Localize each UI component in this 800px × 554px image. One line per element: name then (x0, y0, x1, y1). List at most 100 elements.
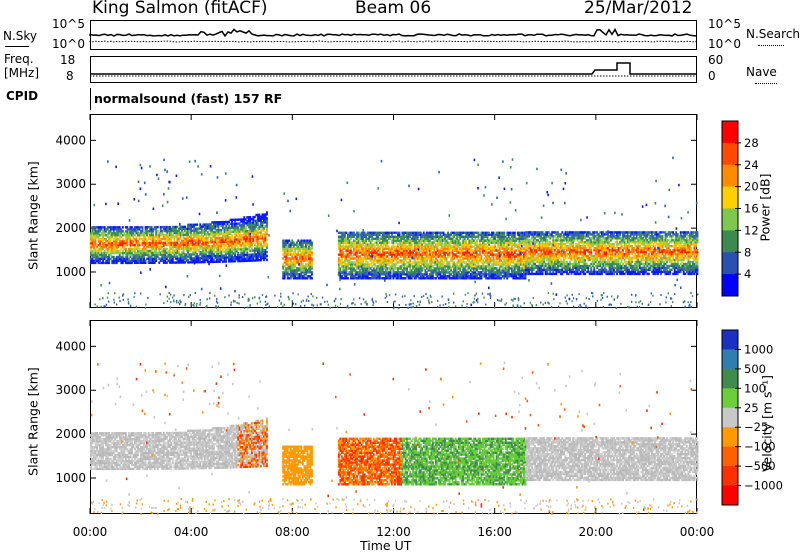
power-colorbar-tick-label: 28 (744, 136, 759, 150)
echo-cell (131, 249, 133, 253)
echo-cell (256, 247, 259, 250)
echo-cell (121, 234, 124, 237)
echo-cell (124, 238, 127, 241)
echo-cell (129, 241, 132, 245)
echo-cell (91, 236, 94, 239)
echo-cell (111, 247, 114, 251)
echo-cell (291, 273, 294, 276)
echo-cell (337, 271, 340, 274)
echo-cell (235, 232, 238, 235)
echo-cell (234, 244, 237, 247)
echo-cell (194, 247, 197, 250)
echo-cell (182, 231, 185, 234)
echo-cell (158, 253, 161, 256)
echo-cell (234, 232, 237, 235)
echo-cell (292, 267, 295, 270)
echo-cell (260, 215, 262, 218)
echo-cell (197, 227, 200, 230)
echo-cell (103, 238, 106, 241)
echo-cell (97, 261, 100, 265)
echo-cell (97, 240, 100, 243)
echo-cell (211, 241, 214, 244)
echo-cell (129, 226, 132, 229)
echo-cell (220, 221, 223, 224)
echo-cell (297, 239, 300, 242)
echo-cell (283, 275, 286, 278)
power-ytick-label: 4000 (55, 133, 86, 147)
echo-cell (203, 243, 206, 246)
echo-cell (137, 253, 139, 257)
echo-cell (152, 261, 155, 264)
echo-cell (105, 261, 108, 265)
echo-cell (105, 253, 108, 257)
echo-cell (208, 227, 211, 230)
echo-cell (255, 221, 258, 225)
echo-cell (93, 228, 95, 231)
echo-cell (159, 237, 162, 241)
echo-cell (120, 247, 123, 251)
echo-cell (135, 230, 138, 233)
echo-cell (297, 261, 300, 264)
echo-cell (181, 241, 183, 244)
echo-cell (211, 231, 214, 234)
echo-cell (301, 269, 304, 272)
echo-cell (282, 241, 285, 244)
echo-cell (164, 233, 167, 237)
noise-right-tick-bottom: 10^0 (708, 37, 741, 51)
echo-cell (185, 253, 188, 256)
echo-cell (309, 267, 312, 270)
echo-cell (117, 245, 120, 249)
echo-cell (155, 239, 158, 243)
echo-cell (234, 238, 237, 241)
echo-cell (158, 237, 161, 241)
echo-cell (232, 230, 235, 233)
echo-cell (235, 218, 238, 221)
echo-cell (126, 259, 129, 263)
echo-cell (249, 235, 252, 239)
echo-cell (256, 255, 259, 258)
echo-cell (100, 226, 103, 229)
echo-cell (216, 236, 218, 240)
echo-cell (135, 261, 138, 264)
echo-cell (229, 258, 232, 261)
echo-cell (146, 241, 148, 245)
echo-cell (175, 225, 177, 229)
echo-cell (181, 243, 183, 246)
echo-cell (300, 261, 303, 264)
echo-cell (222, 260, 224, 263)
echo-cell (134, 243, 136, 247)
echo-cell (111, 249, 114, 253)
echo-cell (176, 249, 179, 252)
echo-cell (311, 253, 313, 256)
echo-cell (159, 229, 162, 233)
echo-cell (137, 232, 139, 235)
echo-cell (291, 267, 294, 270)
echo-cell (196, 249, 199, 252)
echo-cell (294, 275, 297, 278)
nave-right-tick-bottom: 0 (708, 69, 716, 83)
echo-cell (216, 260, 218, 263)
echo-cell (244, 241, 247, 245)
echo-cell (228, 236, 230, 239)
echo-cell (178, 243, 180, 246)
echo-cell (283, 241, 286, 244)
echo-cell (188, 239, 191, 242)
echo-cell (289, 261, 292, 264)
echo-cell (99, 245, 101, 249)
echo-cell (211, 248, 214, 252)
echo-cell (194, 243, 197, 246)
echo-cell (191, 253, 194, 256)
echo-cell (161, 255, 164, 258)
echo-cell (305, 241, 307, 244)
echo-cell (97, 234, 100, 237)
echo-cell (182, 249, 185, 252)
echo-cell (159, 259, 162, 262)
echo-cell (282, 253, 285, 256)
nave-right-tick-top: 60 (708, 53, 724, 67)
echo-cell (309, 251, 312, 254)
echo-cell (90, 249, 92, 253)
echo-cell (99, 230, 101, 233)
echo-cell (249, 239, 252, 243)
echo-cell (309, 261, 312, 264)
echo-cell (264, 213, 267, 216)
